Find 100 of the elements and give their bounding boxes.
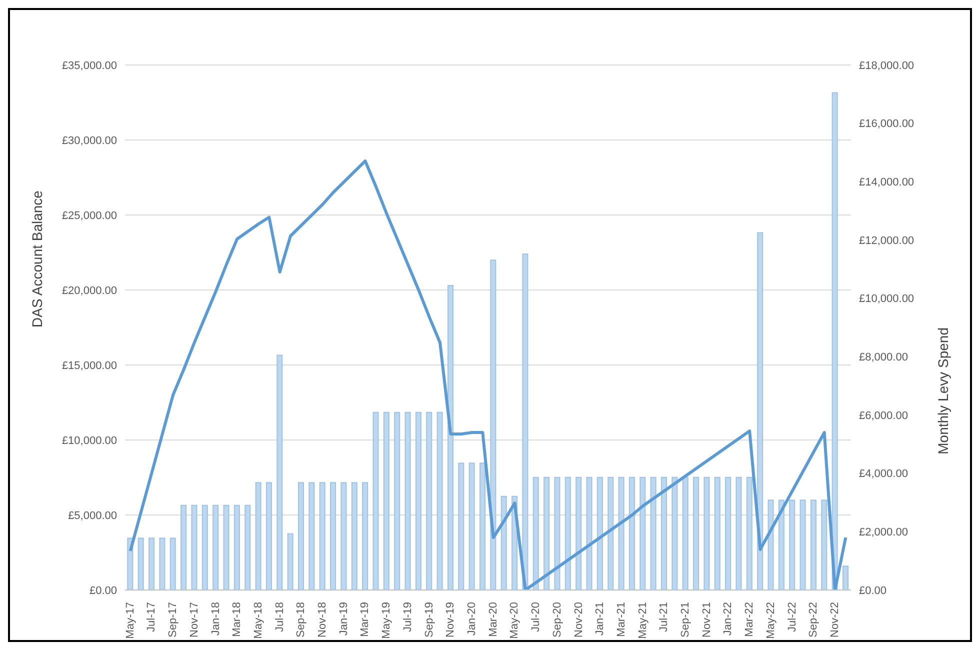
bar (436, 412, 443, 590)
bar (404, 412, 411, 590)
x-tick-label: Jul-18 (274, 602, 286, 632)
bar (212, 504, 219, 590)
y-tick-label: £10,000.00 (62, 434, 117, 447)
x-tick-label: Nov-18 (316, 602, 329, 638)
bar (672, 476, 678, 590)
bar (394, 412, 400, 590)
x-tick-label: Jan-21 (594, 602, 606, 636)
bar (127, 538, 134, 590)
x-tick-label: Mar-22 (744, 602, 756, 637)
x-tick-label: Mar-21 (615, 602, 628, 637)
y2-tick-label: £0.00 (859, 584, 887, 597)
bar (554, 476, 560, 590)
bar (340, 482, 347, 590)
bar (426, 412, 432, 590)
bar (640, 476, 646, 590)
bar (522, 254, 528, 590)
bar (810, 500, 816, 590)
y2-tick-label: £18,000.00 (859, 60, 914, 72)
bar (746, 476, 752, 590)
x-tick-label: Nov-21 (700, 602, 713, 638)
bar (330, 482, 336, 590)
y2-tick-label: £2,000.00 (859, 526, 908, 539)
bar (821, 500, 828, 590)
x-tick-label: May-20 (508, 602, 521, 639)
bar (479, 462, 486, 590)
x-tick-label: Nov-17 (188, 602, 200, 638)
y-tick-label: £30,000.00 (62, 134, 117, 147)
x-tick-label: Nov-20 (572, 602, 585, 638)
bar (618, 476, 624, 590)
bar (244, 504, 251, 590)
x-tick-label: Nov-22 (828, 602, 841, 638)
bar (255, 482, 262, 590)
bar (308, 482, 315, 590)
bar (148, 538, 155, 590)
y-tick-label: £35,000.00 (62, 60, 117, 72)
bar (714, 476, 720, 590)
bar (596, 476, 603, 590)
line-series (128, 160, 848, 590)
y-tick-label: £25,000.00 (62, 210, 117, 222)
bar (778, 500, 784, 590)
y2-tick-label: £4,000.00 (859, 468, 908, 480)
x-tick-label: Jul-21 (658, 602, 670, 632)
y-tick-label: £5,000.00 (68, 510, 117, 522)
bar (202, 504, 208, 590)
bar (725, 476, 732, 590)
bar (276, 354, 283, 590)
bar (736, 476, 742, 590)
bar (564, 476, 571, 590)
x-tick-label: May-18 (252, 602, 264, 639)
bar (447, 285, 454, 590)
y-tick-label: £0.00 (89, 584, 117, 597)
bar (351, 482, 358, 590)
bar (800, 500, 806, 590)
y2-tick-label: £14,000.00 (859, 176, 914, 189)
x-tick-label: Jul-20 (530, 602, 542, 632)
bar (383, 412, 390, 590)
bar (234, 504, 240, 590)
bar (789, 500, 796, 590)
y2-tick-label: £8,000.00 (859, 352, 908, 364)
bar (287, 533, 294, 590)
x-tick-label: Jan-20 (466, 602, 478, 636)
y2-tick-label: £10,000.00 (859, 293, 914, 306)
bar (372, 412, 379, 590)
bar (138, 538, 144, 590)
bar (682, 476, 688, 590)
bar (628, 476, 635, 590)
y2-axis-title: Monthly Levy Spend (934, 328, 951, 454)
bar (660, 476, 667, 590)
bar (468, 462, 475, 590)
x-tick-label: Jan-22 (722, 602, 734, 636)
bar (266, 482, 272, 590)
bar (768, 500, 774, 590)
bar (223, 504, 230, 590)
x-tick-label: Sep-18 (295, 602, 308, 638)
bar (298, 482, 304, 590)
y-tick-label: £20,000.00 (62, 284, 117, 297)
x-tick-label: Sep-21 (680, 602, 692, 638)
bar (319, 482, 326, 590)
x-tick-label: May-19 (380, 602, 393, 639)
bar (180, 504, 187, 590)
x-tick-label: Jul-19 (402, 602, 414, 632)
bar (415, 412, 422, 590)
x-tick-label: Nov-19 (444, 602, 457, 638)
bar (842, 566, 848, 590)
x-tick-label: Sep-17 (167, 602, 180, 638)
x-tick-label: Mar-18 (231, 602, 244, 637)
y-tick-label: £15,000.00 (62, 360, 117, 372)
bar (170, 538, 176, 590)
bar (586, 476, 592, 590)
x-tick-label: Mar-20 (487, 602, 500, 637)
y-axis-title: DAS Account Balance (28, 190, 45, 328)
x-tick-label: May-21 (636, 602, 649, 639)
bar (650, 476, 656, 590)
bar (532, 476, 539, 590)
bar (757, 232, 764, 590)
y2-tick-label: £12,000.00 (859, 234, 914, 247)
x-tick-label: May-17 (124, 602, 136, 639)
bar (576, 476, 582, 590)
